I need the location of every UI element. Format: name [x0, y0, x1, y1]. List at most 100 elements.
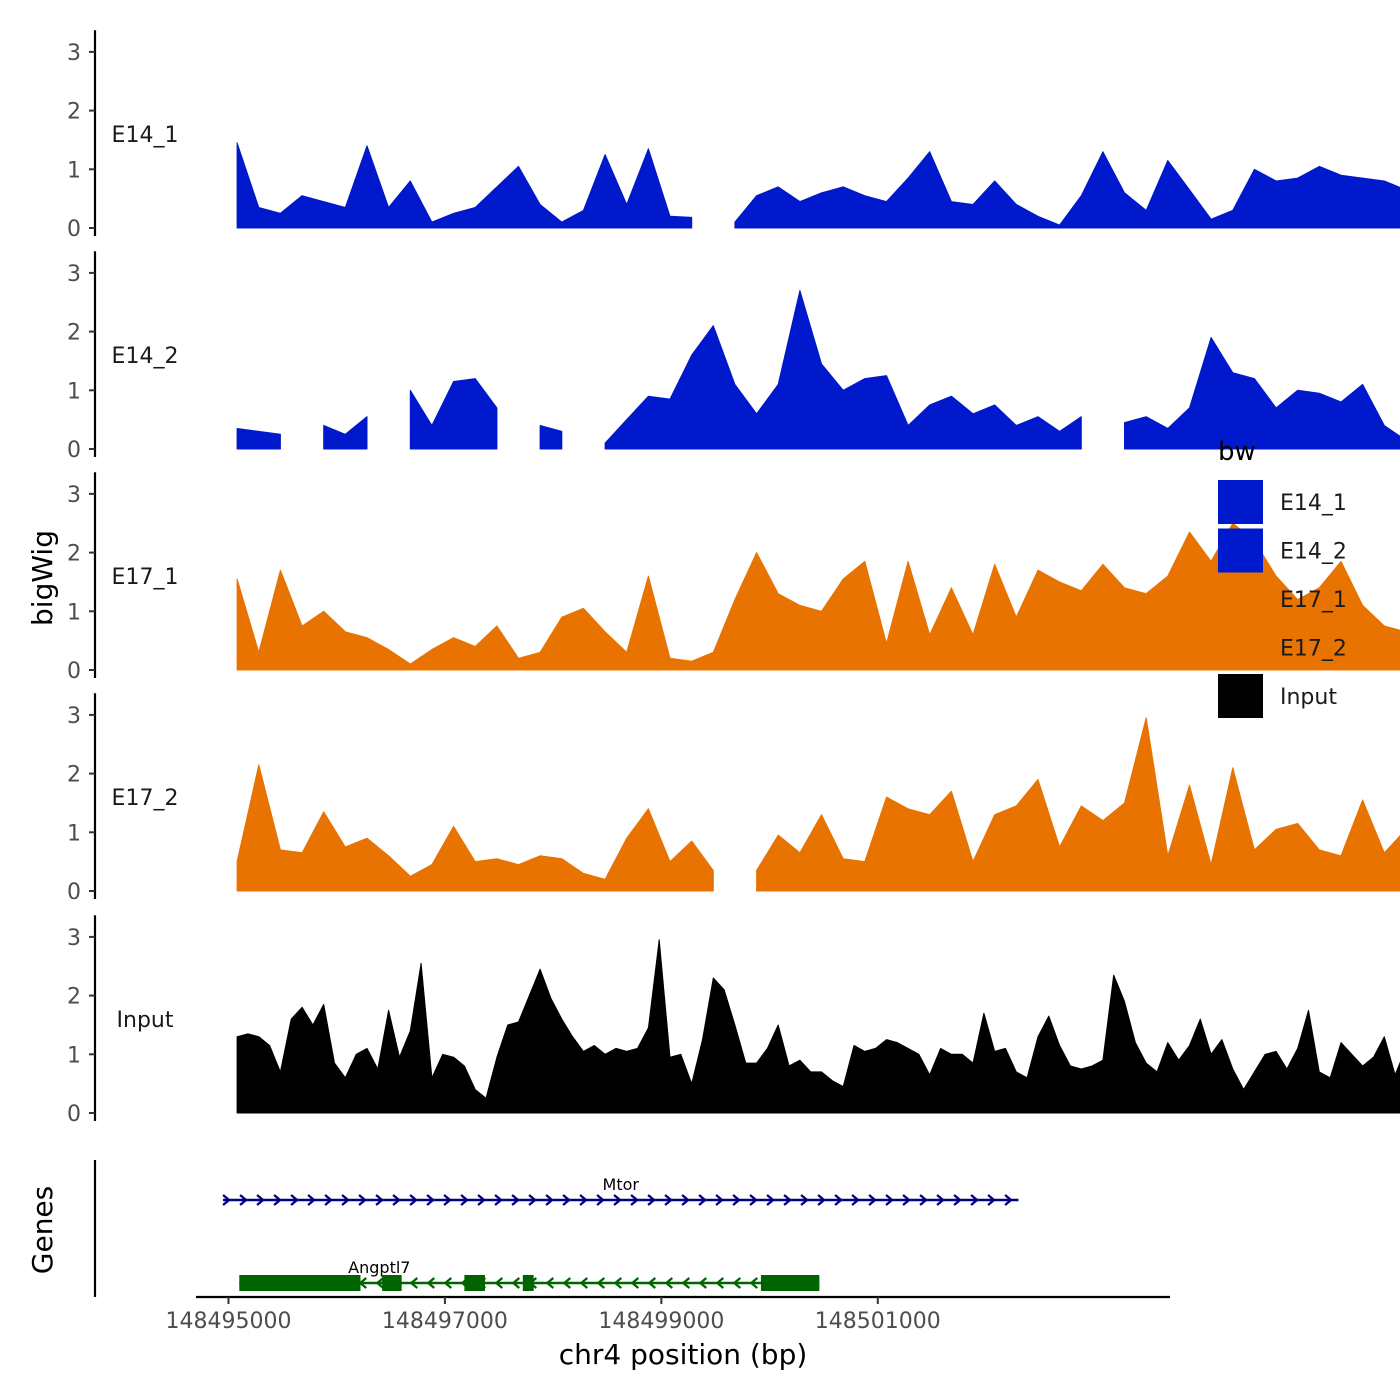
signal-area [236, 939, 1400, 1114]
strand-arrow [358, 1194, 367, 1206]
x-axis-title: chr4 position (bp) [559, 1338, 808, 1371]
exon [760, 1275, 820, 1291]
strand-arrow [375, 1194, 384, 1206]
strand-arrow [885, 1194, 894, 1206]
strand-arrow [545, 1277, 555, 1289]
legend-key [1218, 480, 1263, 524]
signal-area [1124, 337, 1400, 450]
track-e14-2: 0 1 2 3 E14_2 [67, 251, 1400, 463]
exon [382, 1275, 402, 1291]
strand-arrow [426, 1194, 435, 1206]
strand-arrow [681, 1194, 690, 1206]
y-tick-label: 2 [67, 542, 81, 567]
strand-arrow [375, 1277, 385, 1289]
legend-key [1218, 674, 1263, 718]
gene-mtor: Mtor [222, 1175, 1019, 1206]
legend: bw E14_1 E14_2 E17_1 E17_2 Input [1218, 437, 1347, 718]
legend-label: E17_1 [1280, 588, 1347, 613]
y-tick-label: 1 [67, 158, 81, 183]
signal-area [236, 142, 693, 229]
y-tick-label: 0 [67, 438, 81, 463]
strand-arrow [953, 1194, 962, 1206]
strand-arrow [715, 1277, 725, 1289]
y-tick-label: 3 [67, 926, 81, 951]
y-tick-label: 0 [67, 880, 81, 905]
signal-area [323, 416, 368, 450]
strand-arrow [273, 1194, 282, 1206]
strand-arrow [324, 1194, 333, 1206]
strand-arrow [698, 1194, 707, 1206]
y-axis-title: bigWig [26, 530, 59, 626]
y-tick-label: 2 [67, 763, 81, 788]
x-tick-label: 148495000 [165, 1309, 291, 1334]
strand-arrow [222, 1194, 231, 1206]
strand-arrow [749, 1194, 758, 1206]
legend-label: E17_2 [1280, 637, 1347, 662]
y-tick-label: 3 [67, 704, 81, 729]
y-tick-label: 1 [67, 1043, 81, 1068]
strand-arrow [647, 1194, 656, 1206]
strand-arrow [851, 1194, 860, 1206]
y-tick-label: 2 [67, 100, 81, 125]
signal-area [756, 717, 1400, 892]
gene-label: Angptl7 [348, 1258, 410, 1277]
y-tick-label: 3 [67, 262, 81, 287]
strand-arrow [290, 1194, 299, 1206]
gene-angptl7: Angptl7 [239, 1258, 820, 1291]
strand-arrow [868, 1194, 877, 1206]
strand-arrow [698, 1277, 708, 1289]
y-tick-label: 3 [67, 483, 81, 508]
strand-arrow [562, 1277, 572, 1289]
legend-title: bw [1218, 437, 1256, 467]
strand-arrow [511, 1194, 520, 1206]
strand-arrow [834, 1194, 843, 1206]
exon [522, 1275, 534, 1291]
y-tick-label: 1 [67, 379, 81, 404]
signal-area [734, 151, 1400, 229]
strand-arrow [630, 1277, 640, 1289]
strand-arrow [528, 1194, 537, 1206]
genes-axis-title: Genes [26, 1186, 59, 1274]
strand-arrow [494, 1194, 503, 1206]
strand-arrow [562, 1194, 571, 1206]
strand-arrow [647, 1277, 657, 1289]
strand-arrow [443, 1194, 452, 1206]
signal-area [236, 764, 714, 892]
y-tick-label: 1 [67, 821, 81, 846]
strand-arrow [970, 1194, 979, 1206]
track-label: Input [117, 1008, 174, 1033]
strand-arrow [545, 1194, 554, 1206]
strand-arrow [494, 1277, 504, 1289]
x-tick-label: 148501000 [815, 1309, 941, 1334]
legend-key [1218, 577, 1263, 621]
track-label: E17_2 [112, 786, 179, 811]
strand-arrow [902, 1194, 911, 1206]
x-axis: 148495000 148497000 148499000 148501000 [165, 1295, 1170, 1334]
strand-arrow [239, 1194, 248, 1206]
y-tick-label: 0 [67, 1102, 81, 1127]
strand-arrow [256, 1194, 265, 1206]
strand-arrow [409, 1194, 418, 1206]
x-tick-label: 148497000 [382, 1309, 508, 1334]
y-tick-label: 1 [67, 600, 81, 625]
strand-arrow [596, 1194, 605, 1206]
strand-arrow [987, 1194, 996, 1206]
strand-arrow [477, 1194, 486, 1206]
y-tick-label: 0 [67, 659, 81, 684]
strand-arrow [341, 1194, 350, 1206]
strand-arrow [919, 1194, 928, 1206]
strand-arrow [1004, 1194, 1013, 1206]
strand-arrow [664, 1277, 674, 1289]
legend-label: E14_2 [1280, 540, 1347, 565]
y-tick-label: 2 [67, 321, 81, 346]
strand-arrow [732, 1194, 741, 1206]
strand-arrow [460, 1194, 469, 1206]
strand-arrow [596, 1277, 606, 1289]
legend-label: Input [1280, 685, 1337, 710]
genes-panel: Mtor Angptl7 [93, 1160, 1019, 1297]
track-e17-2: 0 1 2 3 E17_2 [67, 693, 1400, 905]
strand-arrow [392, 1194, 401, 1206]
track-e14-1: 0 1 2 3 E14_1 [67, 30, 1400, 242]
strand-arrow [800, 1194, 809, 1206]
